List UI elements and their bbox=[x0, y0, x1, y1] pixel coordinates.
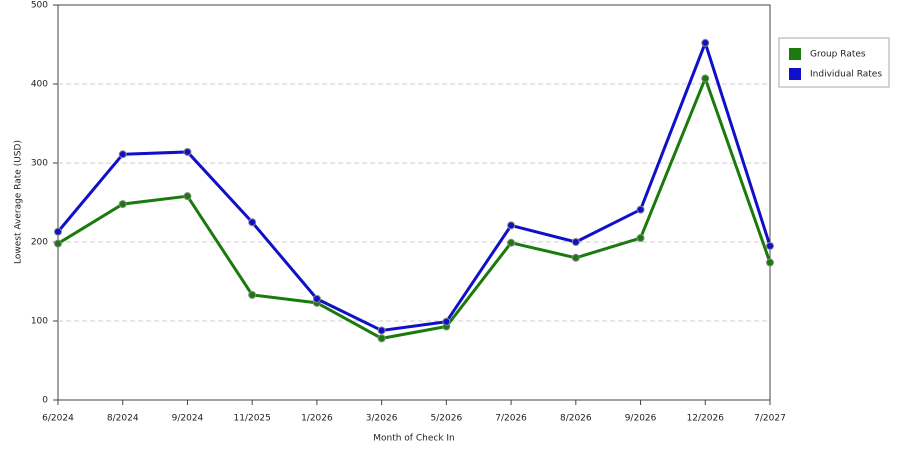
data-point bbox=[183, 147, 192, 156]
series-line bbox=[56, 38, 772, 333]
x-tick-label: 1/2026 bbox=[301, 414, 333, 424]
data-point bbox=[507, 221, 516, 230]
x-tick-label: 8/2026 bbox=[560, 414, 592, 424]
data-point bbox=[766, 241, 774, 250]
series-line bbox=[57, 74, 772, 340]
x-tick-label: 8/2024 bbox=[107, 414, 139, 424]
data-point bbox=[377, 326, 386, 335]
y-tick-label: 500 bbox=[31, 1, 48, 11]
data-point bbox=[636, 234, 645, 243]
legend-swatch bbox=[789, 68, 801, 80]
x-tick-label: 11/2025 bbox=[233, 414, 270, 424]
y-tick-label: 200 bbox=[31, 238, 48, 248]
data-point bbox=[766, 258, 774, 267]
data-point bbox=[183, 192, 192, 201]
data-point bbox=[701, 74, 710, 83]
legend-label: Group Rates bbox=[810, 50, 866, 60]
x-tick-label: 3/2026 bbox=[366, 414, 398, 424]
x-tick-label: 7/2027 bbox=[754, 414, 786, 424]
y-tick-label: 100 bbox=[31, 317, 48, 327]
y-tick-label: 400 bbox=[31, 80, 48, 90]
data-point bbox=[442, 317, 451, 326]
y-tick-label: 300 bbox=[31, 159, 48, 169]
data-point bbox=[507, 238, 516, 247]
x-tick-label: 6/2024 bbox=[42, 414, 74, 424]
x-tick-label: 9/2026 bbox=[625, 414, 657, 424]
data-point bbox=[636, 205, 645, 214]
x-tick-label: 12/2026 bbox=[687, 414, 725, 424]
y-tick-label: 0 bbox=[42, 396, 48, 406]
data-point bbox=[248, 218, 257, 227]
data-point bbox=[118, 150, 127, 159]
data-point bbox=[571, 238, 580, 246]
legend-swatch bbox=[789, 48, 801, 60]
y-axis-label: Lowest Average Rate (USD) bbox=[14, 140, 24, 264]
data-point bbox=[377, 334, 386, 343]
data-point bbox=[312, 294, 321, 303]
x-axis-label: Month of Check In bbox=[373, 434, 455, 444]
x-tick-label: 5/2026 bbox=[431, 414, 463, 424]
plot-frame bbox=[57, 4, 771, 401]
x-tick-label: 9/2024 bbox=[172, 414, 204, 424]
data-point bbox=[701, 38, 710, 47]
data-point bbox=[571, 253, 580, 262]
data-point bbox=[54, 239, 62, 248]
data-point bbox=[118, 200, 127, 209]
data-point bbox=[248, 290, 257, 299]
data-point bbox=[54, 227, 62, 236]
x-tick-label: 7/2026 bbox=[495, 414, 527, 424]
legend-label: Individual Rates bbox=[810, 70, 882, 80]
